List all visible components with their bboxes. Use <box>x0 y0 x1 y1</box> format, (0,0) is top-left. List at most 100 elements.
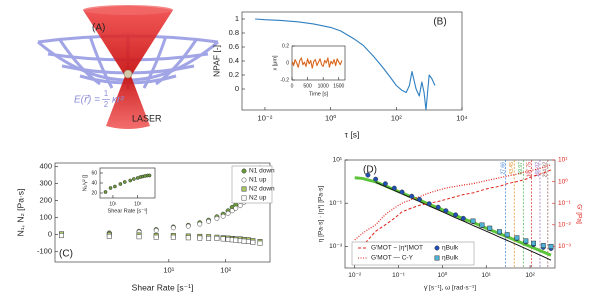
legend-box <box>231 165 273 204</box>
y-tick-label: 400 <box>39 161 52 170</box>
y2-tick-label: 10¹ <box>558 157 568 164</box>
marker-circle <box>170 225 176 231</box>
marker-circle <box>435 204 441 210</box>
marker-square <box>59 233 64 238</box>
marker-circle <box>103 190 108 194</box>
x-axis-title: Time [s] <box>309 91 329 97</box>
legend-label: N2 down <box>249 186 275 193</box>
series-layer <box>292 57 343 69</box>
marker-circle <box>460 215 466 221</box>
marker-circle <box>153 227 159 233</box>
laser-beam-upper <box>83 6 173 76</box>
marker-circle <box>113 184 117 189</box>
y-tick-label: 10⁻¹ <box>329 200 343 207</box>
plot-area <box>99 167 156 199</box>
legend-label: N1 up <box>249 177 267 184</box>
marker-circle <box>241 168 247 174</box>
marker-circle <box>225 210 231 216</box>
marker-square <box>496 229 502 235</box>
y-tick-label: -100 <box>37 247 52 256</box>
marker-square <box>220 236 226 242</box>
series-line <box>255 18 436 110</box>
y-tick-label: 0 <box>235 84 239 93</box>
y-tick-label: 0.2 <box>282 43 289 49</box>
marker-circle <box>206 218 212 224</box>
marker-circle <box>409 193 415 199</box>
marker-circle <box>373 176 379 182</box>
marker-circle <box>229 208 235 214</box>
marker-square <box>225 237 231 242</box>
marker-square <box>523 238 529 244</box>
marker-square <box>487 225 493 231</box>
panel-label: (C) <box>59 249 73 260</box>
legend-label: N2 up <box>249 195 267 202</box>
marker-circle <box>147 173 152 178</box>
marker-circle <box>399 189 405 195</box>
x-axis-title: τ [s] <box>345 129 360 139</box>
x-tick-label: 10⁻² <box>348 272 362 279</box>
marker-circle <box>132 177 136 181</box>
series-layer <box>354 164 554 261</box>
y2-tick-label: 10⁻¹ <box>558 200 572 207</box>
reference-label: 107.75 <box>526 162 532 178</box>
x-tick-label: 10⁰ <box>325 113 336 122</box>
reference-label: 43.45 <box>509 162 515 175</box>
marker-circle <box>214 216 220 221</box>
marker-square <box>170 234 176 240</box>
marker-circle <box>197 221 203 227</box>
marker-square <box>514 235 520 241</box>
laser-label: LASER <box>132 113 162 123</box>
reference-label: 168.02 <box>535 162 541 178</box>
y-tick-label: 10⁻³ <box>329 243 343 250</box>
series-line <box>292 57 343 69</box>
mesh-line <box>155 39 198 86</box>
marker-square <box>214 235 220 241</box>
y-tick-label: 0.2 <box>229 70 239 79</box>
marker-square <box>504 232 510 238</box>
marker-square <box>245 239 251 244</box>
chart: 10⁻² 10⁰ 10² 10⁴ 0 0.2 0.4 0.6 0.8 1 τ [s] NPAF [-]… <box>211 11 468 139</box>
marker-square <box>197 235 203 241</box>
marker-square <box>241 186 247 192</box>
formula-denominator: 2 <box>104 100 109 109</box>
y-tick-label: 40 <box>91 180 97 186</box>
marker-circle <box>237 203 243 209</box>
marker-square <box>434 255 440 261</box>
formula-lhs: E(r⃗) = <box>74 95 100 106</box>
x-tick-label: 10¹ <box>109 201 117 207</box>
x-tick-label: 10² <box>525 272 535 279</box>
series-layer <box>103 173 152 194</box>
legend-label: ηBulk <box>442 255 459 262</box>
marker-square <box>206 235 212 241</box>
legend-label: G′MOT − |η*|MOT <box>371 245 423 252</box>
y-tick-label: 0.8 <box>229 28 239 37</box>
marker-circle <box>122 180 127 184</box>
legend-label: N1 down <box>249 168 275 175</box>
y-tick-label: 1 <box>235 14 239 23</box>
y-tick-label: 0.4 <box>229 56 239 65</box>
legend-label: G′MOT — C-Y <box>371 255 414 262</box>
x-tick-label: 10² <box>134 201 142 207</box>
marker-circle <box>382 181 388 187</box>
marker-circle <box>417 196 422 202</box>
x-tick-label: 0 <box>291 83 294 89</box>
marker-circle <box>241 177 247 183</box>
x-tick-label: 10⁻² <box>258 113 273 122</box>
y-tick-label: -0.2 <box>280 77 289 83</box>
x-tick-label: 10⁴ <box>456 113 468 122</box>
marker-circle <box>108 186 113 190</box>
series-line <box>375 181 552 261</box>
y-tick-label: 0 <box>48 230 52 239</box>
marker-circle <box>434 245 440 251</box>
y-axis-title: NPAF [-] <box>211 45 221 77</box>
y2-tick-label: 10⁰ <box>558 177 568 185</box>
marker-circle <box>128 178 133 183</box>
x-tick-label: 10² <box>220 265 231 274</box>
x-tick-label: 500 <box>303 83 312 89</box>
y2-tick-label: 10⁻³ <box>558 243 572 250</box>
x-tick-label: 10¹ <box>482 272 492 279</box>
x-tick-label: 10² <box>391 113 402 122</box>
y-axis-title: N₁, N₂ [Pa·s] <box>15 189 25 237</box>
